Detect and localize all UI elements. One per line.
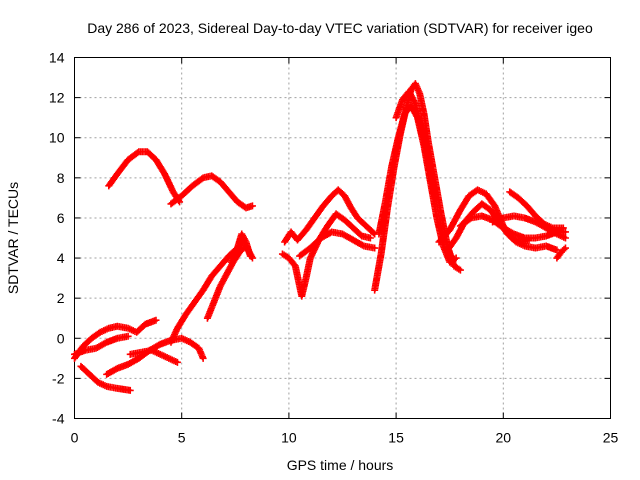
series-arc-13 <box>296 228 379 260</box>
y-tick-label: -2 <box>52 370 65 386</box>
y-tick-label: 14 <box>49 50 65 66</box>
data-point <box>152 316 160 324</box>
data-point <box>126 386 134 394</box>
y-tick-label: -4 <box>52 411 65 427</box>
x-tick-label: 20 <box>496 430 512 446</box>
y-tick-label: 2 <box>57 290 65 306</box>
x-tick-label: 10 <box>281 430 297 446</box>
y-tick-label: 8 <box>57 170 65 186</box>
data-point <box>559 224 567 232</box>
series-arc-7 <box>126 346 181 366</box>
x-tick-label: 5 <box>178 430 186 446</box>
data-point <box>199 354 207 362</box>
data-point <box>561 244 569 252</box>
data-point <box>173 358 181 366</box>
x-axis-label: GPS time / hours <box>287 457 394 473</box>
series-arc-12 <box>278 210 374 300</box>
grid-lines <box>74 57 611 419</box>
chart-title: Day 286 of 2023, Sidereal Day-to-day VTE… <box>87 20 593 36</box>
y-axis-ticks: -4 -2 0 2 4 6 8 10 12 14 <box>49 50 611 427</box>
y-tick-label: 10 <box>49 130 65 146</box>
series-arc-1 <box>105 148 184 206</box>
y-tick-label: 12 <box>49 90 65 106</box>
data-point <box>366 234 374 242</box>
data-point <box>456 266 464 274</box>
data-point <box>124 332 132 340</box>
series-arc-10 <box>227 230 254 266</box>
data-point <box>248 202 256 210</box>
data-point <box>371 244 379 252</box>
y-tick-label: 0 <box>57 330 65 346</box>
data-marks <box>71 80 569 394</box>
x-tick-label: 0 <box>71 430 79 446</box>
data-point <box>358 241 366 249</box>
x-tick-label: 25 <box>603 430 619 446</box>
data-point <box>431 194 439 202</box>
data-point <box>246 252 254 260</box>
data-point <box>411 98 419 106</box>
data-point <box>369 229 377 237</box>
series-arc-5 <box>71 332 132 358</box>
data-point <box>560 245 568 253</box>
series-arc-11 <box>281 186 379 246</box>
y-axis-label: SDTVAR / TECUs <box>5 182 21 294</box>
series-arc-22 <box>553 244 569 262</box>
series-arc-16 <box>392 88 439 202</box>
data-point <box>561 234 569 242</box>
data-point <box>452 254 460 262</box>
series-arc-4 <box>77 362 134 394</box>
x-axis-ticks: 0 5 10 15 20 25 <box>71 57 619 446</box>
data-point <box>561 228 569 236</box>
x-tick-label: 15 <box>388 430 404 446</box>
plot-frame <box>74 57 611 419</box>
y-tick-label: 4 <box>57 250 65 266</box>
y-tick-label: 6 <box>57 210 65 226</box>
series-arc-2 <box>167 172 256 212</box>
series-arc-21 <box>506 188 567 232</box>
